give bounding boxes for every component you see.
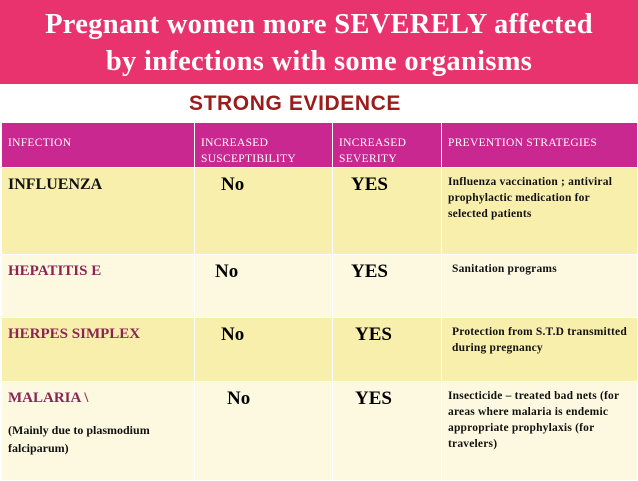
severity-cell: YES [332,167,442,255]
infection-note: (Mainly due to plasmodium falciparum) [8,423,150,455]
infection-cell: MALARIA \ (Mainly due to plasmodium falc… [1,381,195,481]
severity-cell: YES [332,254,442,318]
susceptibility-cell: No [194,254,333,318]
slide-title-line-2: by infections with some organisms [105,46,533,77]
severity-cell: YES [332,381,442,481]
prevention-cell: Sanitation programs [441,254,638,318]
table-header-row: INFECTION INCREASED SUSCEPTIBILITY INCRE… [1,122,638,168]
susceptibility-cell: No [194,317,333,382]
column-header-infection: INFECTION [1,122,195,168]
infection-name: MALARIA \ [8,390,89,406]
table-row: HEPATITIS E No YES Sanitation programs [1,254,638,318]
table-row: INFLUENZA No YES Influenza vaccination ;… [1,167,638,255]
title-banner: Pregnant women more SEVERELY affected by… [0,0,638,84]
severity-cell: YES [332,317,442,382]
susceptibility-cell: No [194,381,333,481]
prevention-cell: Protection from S.T.D transmitted during… [441,317,638,382]
column-header-severity: INCREASED SEVERITY [332,122,442,168]
slide-subtitle: STRONG EVIDENCE [188,92,402,115]
slide-title: Pregnant women more SEVERELY affected by… [0,6,638,80]
infection-cell: INFLUENZA [1,167,195,255]
column-header-susceptibility: INCREASED SUSCEPTIBILITY [194,122,333,168]
infection-cell: HEPATITIS E [1,254,195,318]
infection-table: INFECTION INCREASED SUSCEPTIBILITY INCRE… [1,122,638,481]
infection-cell: HERPES SIMPLEX [1,317,195,382]
table-row: HERPES SIMPLEX No YES Protection from S.… [1,317,638,382]
slide-title-line-1: Pregnant women more SEVERELY affected [45,9,593,40]
table-row: MALARIA \ (Mainly due to plasmodium falc… [1,381,638,481]
prevention-cell: Insecticide – treated bad nets (for area… [441,381,638,481]
susceptibility-cell: No [194,167,333,255]
prevention-cell: Influenza vaccination ; antiviral prophy… [441,167,638,255]
column-header-prevention: PREVENTION STRATEGIES [441,122,638,168]
